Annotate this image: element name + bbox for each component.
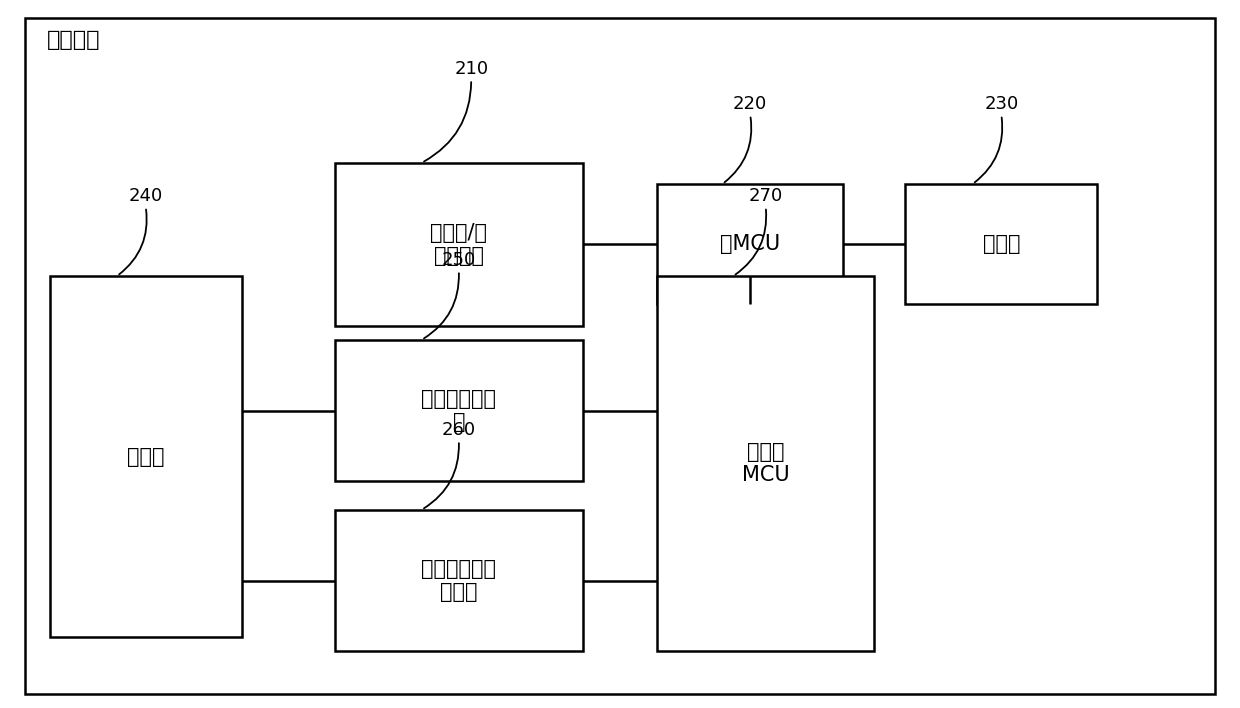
Bar — [335, 163, 583, 326]
Text: 250: 250 — [441, 251, 476, 269]
Text: 260: 260 — [441, 421, 476, 439]
Text: 触摸屏
MCU: 触摸屏 MCU — [742, 442, 790, 486]
Text: 240: 240 — [129, 188, 162, 205]
Bar — [657, 276, 874, 651]
Bar — [50, 276, 242, 637]
Text: 摄像头/热
感应装置: 摄像头/热 感应装置 — [430, 222, 487, 266]
Bar — [905, 184, 1097, 304]
Text: 定时器: 定时器 — [982, 234, 1021, 254]
Text: 触摸屏接收处
理单元: 触摸屏接收处 理单元 — [422, 559, 496, 603]
Text: 触摸屏驱动单
元: 触摸屏驱动单 元 — [422, 389, 496, 433]
Text: 触摸屏: 触摸屏 — [126, 447, 165, 467]
Bar — [657, 184, 843, 304]
Text: 270: 270 — [749, 188, 782, 205]
Bar — [335, 510, 583, 651]
Text: 220: 220 — [733, 96, 768, 113]
Text: 主MCU: 主MCU — [720, 234, 780, 254]
Text: 230: 230 — [985, 96, 1018, 113]
Text: 电子设备: 电子设备 — [47, 30, 100, 50]
Bar — [335, 340, 583, 481]
Text: 210: 210 — [454, 60, 489, 78]
